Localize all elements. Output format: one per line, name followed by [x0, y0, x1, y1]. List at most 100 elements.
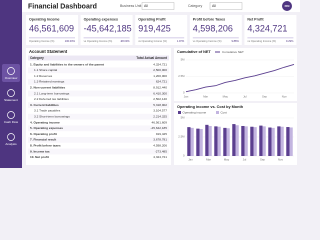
- x-tick-label: Jan: [184, 95, 189, 99]
- column-header: Category: [30, 56, 44, 60]
- row-value: 6,410,300: [153, 91, 167, 95]
- row-label: 10. Net profit: [30, 155, 49, 159]
- legend-label: Operating income: [183, 110, 207, 114]
- logo: [282, 1, 292, 11]
- kpi-bar: [29, 37, 75, 39]
- filter-dropdown[interactable]: [141, 2, 175, 10]
- row-value: 46,561,609: [152, 120, 168, 124]
- table-title: Account Statement: [29, 49, 68, 54]
- row-value: 624,721: [156, 80, 167, 84]
- filter-value: All: [212, 4, 216, 8]
- kpi-value: -45,642,185: [84, 23, 132, 33]
- logo-text: FIN: [285, 4, 290, 8]
- x-tick-label: Nov: [282, 95, 288, 99]
- row-band: [28, 125, 169, 132]
- filter-dropdown[interactable]: [209, 2, 243, 10]
- bar: [244, 126, 248, 156]
- filter-label: Business Unit: [120, 4, 141, 8]
- row-value: 1,200,000: [153, 74, 167, 78]
- nav-icon: [7, 133, 15, 141]
- row-value: 4,598,206: [153, 144, 167, 148]
- bar: [262, 126, 266, 156]
- kpi-label: Net Profit: [247, 17, 264, 21]
- kpi-sub-value: 9.29%: [286, 39, 294, 43]
- row-value: -273,485: [155, 149, 167, 153]
- bar: [250, 126, 254, 156]
- line: [185, 64, 295, 93]
- chart-title: Operating income vs. Cost by Month: [177, 105, 244, 109]
- bar: [280, 126, 284, 156]
- kpi-label: Operating Profit: [138, 17, 166, 21]
- row-value: 2,214,325: [153, 115, 167, 119]
- bar: [268, 127, 272, 156]
- bar: [241, 125, 245, 156]
- row-band: [28, 67, 169, 74]
- kpi-card: [26, 15, 78, 45]
- legend-label: Cost: [221, 110, 227, 114]
- x-tick-label: May: [223, 95, 229, 99]
- row-label: 6. Operating profit: [30, 132, 57, 136]
- title: Financial Dashboard: [28, 3, 97, 10]
- row-value: -45,642,185: [150, 126, 167, 130]
- row-label: 5. Operating expenses: [30, 126, 63, 130]
- kpi-card: [244, 15, 297, 45]
- kpi-value: 919,425: [138, 23, 171, 33]
- kpi-sub: vs Operating Income (%): [138, 39, 167, 43]
- row-label: 3.2 Short-term borrowings: [34, 115, 70, 119]
- nav-item[interactable]: [2, 64, 20, 82]
- legend-label: Cumulative NET: [222, 50, 244, 54]
- row-band: [28, 102, 169, 108]
- filter-label: Category: [188, 4, 202, 8]
- kpi-sub-value: 9.88%: [231, 39, 239, 43]
- kpi-sub-value: 1.97%: [177, 39, 185, 43]
- bar: [277, 126, 281, 156]
- x-tick-label: Sep: [262, 95, 267, 99]
- row-band: [28, 79, 169, 85]
- bar: [187, 127, 191, 156]
- bar: [196, 128, 200, 156]
- dashboard: Financial Dashboard Business Unit All Cate…: [0, 0, 300, 168]
- row-value: 4,324,721: [153, 62, 167, 66]
- bar: [232, 124, 236, 156]
- kpi-sub: vs Operating Income (%): [247, 39, 276, 43]
- bar: [214, 126, 218, 156]
- page: Financial Dashboard Business Unit All Cate…: [0, 0, 300, 168]
- row-value: 5,318,902: [153, 103, 167, 107]
- row-band: [28, 137, 169, 143]
- row-label: 3. Current liabilities: [30, 103, 59, 107]
- nav-label: Cash Flow: [4, 120, 19, 124]
- bar: [190, 127, 194, 156]
- bar: [226, 128, 230, 156]
- x-tick-label: Mar: [203, 95, 208, 99]
- kpi-label: Operating expenses: [84, 17, 118, 21]
- x-tick-label: Mar: [206, 158, 211, 162]
- kpi-value: 4,324,721: [247, 23, 287, 33]
- y-tick-label: 0: [183, 154, 185, 158]
- row-value: 3,104,577: [153, 109, 167, 113]
- row-label: 8. Profit before taxes: [30, 144, 61, 148]
- nav-icon: [7, 89, 15, 97]
- kpi-sub-value: -98.03%: [120, 39, 130, 43]
- bar: [217, 126, 221, 156]
- x-tick-label: May: [224, 158, 230, 162]
- row-label: 3.1 Trade payables: [34, 109, 61, 113]
- row-label: 1. Equity and liabilities to the owners …: [30, 62, 104, 66]
- column-header: Total Actual Amount: [136, 56, 168, 60]
- kpi-label: Operating Income: [29, 17, 60, 21]
- kpi-value: 46,561,609: [29, 23, 74, 33]
- kpi-sub: Operating Income (%): [29, 39, 55, 43]
- row-label: 4. Operating income: [30, 120, 60, 124]
- bar: [208, 125, 212, 156]
- row-label: 1.2 Reserves: [34, 74, 53, 78]
- kpi-bar: [247, 37, 294, 39]
- row-value: 2,500,000: [153, 68, 167, 72]
- kpi-value: 4,598,206: [193, 23, 233, 33]
- row-label: 9. Income tax: [30, 149, 50, 153]
- kpi-sub: vs Operating Income (%): [84, 39, 113, 43]
- nav-label: Analysis: [5, 142, 17, 146]
- row-value: 4,324,721: [153, 155, 167, 159]
- kpi-card: [80, 15, 133, 45]
- bar: [286, 127, 290, 156]
- bar: [205, 124, 209, 156]
- row-band: [28, 113, 169, 120]
